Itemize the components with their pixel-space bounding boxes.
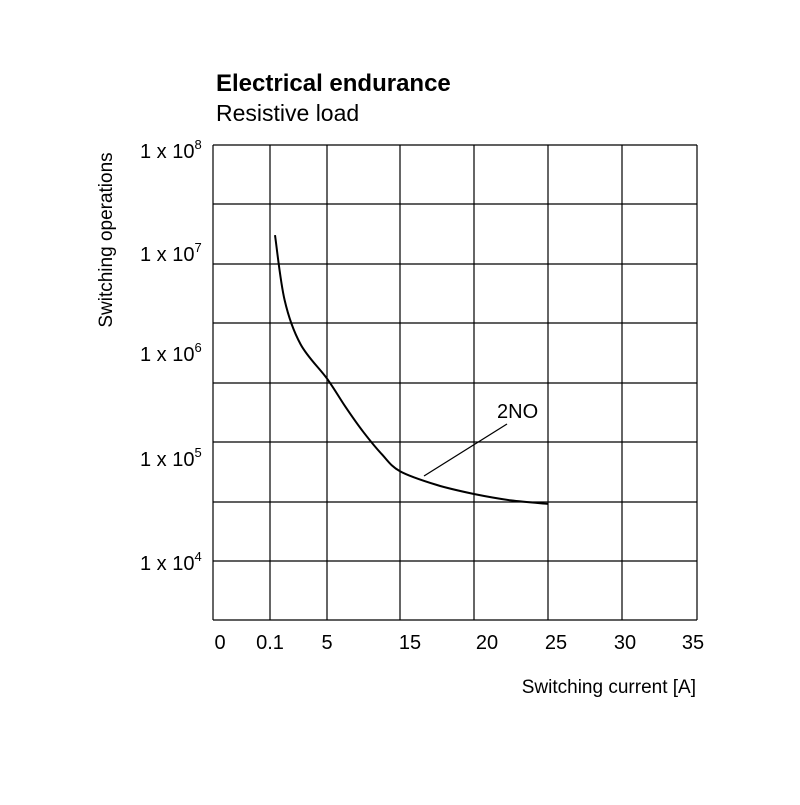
series-label: 2NO — [497, 401, 538, 423]
x-tick-label: 0 — [214, 632, 225, 654]
x-tick-label: 5 — [321, 632, 332, 654]
series: 2NO — [274, 234, 549, 505]
y-axis-label: Switching operations — [96, 152, 117, 327]
y-axis-ticks: 1 x 108 1 x 107 1 x 106 1 x 105 1 x 104 — [140, 137, 202, 575]
x-tick-label: 30 — [614, 632, 636, 654]
y-tick-label: 1 x 106 — [140, 340, 202, 366]
y-tick-label: 1 x 105 — [140, 445, 202, 471]
series-label-leader — [423, 423, 508, 477]
y-tick-label: 1 x 104 — [140, 549, 202, 575]
grid — [212, 144, 698, 621]
x-tick-label: 20 — [476, 632, 498, 654]
x-tick-label: 35 — [682, 632, 704, 654]
chart-title: Electrical endurance — [216, 70, 451, 97]
y-tick-label: 1 x 108 — [140, 137, 202, 163]
x-tick-label: 25 — [545, 632, 567, 654]
x-axis-label: Switching current [A] — [522, 677, 696, 698]
x-axis-ticks: 0 0.1 5 15 20 25 30 35 — [214, 632, 704, 654]
chart-subtitle: Resistive load — [216, 100, 359, 126]
x-tick-label: 0.1 — [256, 632, 284, 654]
series-line-2NO — [274, 234, 549, 505]
x-tick-label: 15 — [399, 632, 421, 654]
y-tick-label: 1 x 107 — [140, 240, 202, 266]
